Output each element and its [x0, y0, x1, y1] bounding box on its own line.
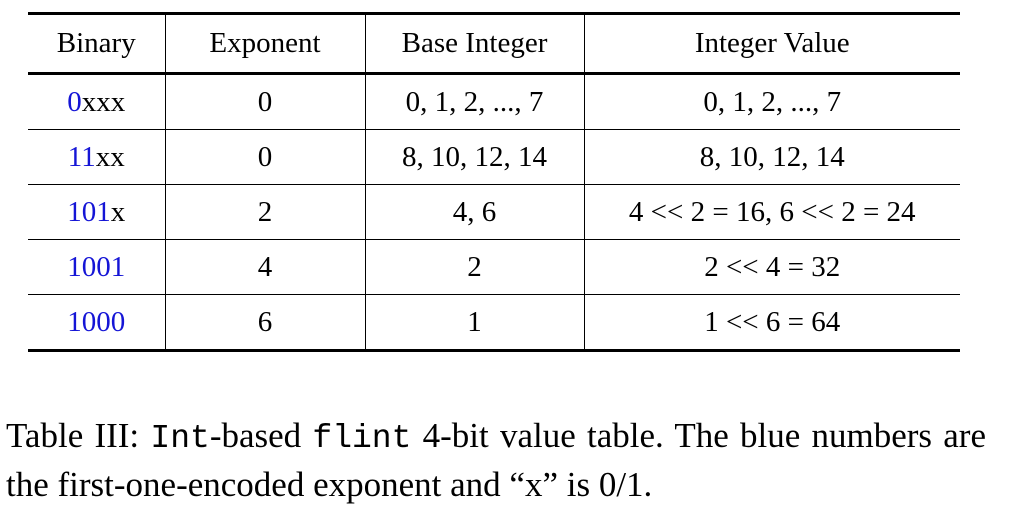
caption-code-flint: flint [312, 420, 412, 457]
binary-suffix: x [110, 195, 126, 228]
binary-suffix: xxx [81, 85, 126, 118]
exponent-cell: 0 [164, 129, 365, 185]
caption-code-int: Int [150, 420, 210, 457]
table-row: 1001 4 2 2 << 4 = 32 [28, 239, 960, 295]
integer-value-cell: 4 << 2 = 16, 6 << 2 = 24 [583, 184, 960, 240]
binary-cell: 1001 [28, 240, 165, 295]
integer-value-cell: 8, 10, 12, 14 [583, 129, 960, 185]
binary-exponent-prefix: 1001 [67, 250, 126, 283]
exponent-cell: 0 [164, 73, 365, 130]
binary-exponent-prefix: 0 [67, 85, 82, 118]
table-row: 11xx 0 8, 10, 12, 14 8, 10, 12, 14 [28, 129, 960, 185]
base-integer-cell: 1 [364, 294, 584, 351]
exponent-cell: 2 [164, 184, 365, 240]
integer-value-cell: 2 << 4 = 32 [583, 239, 960, 295]
header-exponent: Exponent [164, 13, 365, 74]
flint-value-table: Binary Exponent Base Integer Integer Val… [28, 12, 960, 352]
binary-exponent-prefix: 101 [67, 195, 111, 228]
binary-cell: 0xxx [28, 74, 165, 130]
caption-text-part1: -based [209, 416, 313, 455]
binary-cell: 101x [28, 185, 165, 240]
table-header-row: Binary Exponent Base Integer Integer Val… [28, 13, 960, 74]
table-caption: Table III: Int-based flint 4-bit value t… [6, 413, 986, 508]
binary-cell: 1000 [28, 295, 165, 351]
header-binary: Binary [56, 27, 136, 59]
binary-exponent-prefix: 1000 [67, 305, 126, 338]
table-row: 0xxx 0 0, 1, 2, ..., 7 0, 1, 2, ..., 7 [28, 73, 960, 130]
base-integer-cell: 8, 10, 12, 14 [364, 129, 584, 185]
integer-value-cell: 0, 1, 2, ..., 7 [583, 73, 960, 130]
integer-value-cell: 1 << 6 = 64 [583, 294, 960, 351]
value-table-container: Binary Exponent Base Integer Integer Val… [28, 12, 960, 352]
table-row: 1000 6 1 1 << 6 = 64 [28, 294, 960, 351]
base-integer-cell: 4, 6 [364, 184, 584, 240]
caption-label: Table III: [6, 416, 140, 455]
binary-suffix: xx [95, 140, 125, 173]
header-base-integer: Base Integer [364, 13, 584, 74]
binary-exponent-prefix: 11 [67, 140, 96, 173]
exponent-cell: 4 [164, 239, 365, 295]
table-row: 101x 2 4, 6 4 << 2 = 16, 6 << 2 = 24 [28, 184, 960, 240]
exponent-cell: 6 [164, 294, 365, 351]
binary-cell: 11xx [28, 130, 165, 185]
base-integer-cell: 0, 1, 2, ..., 7 [364, 73, 584, 130]
base-integer-cell: 2 [364, 239, 584, 295]
header-integer-value: Integer Value [583, 13, 960, 74]
